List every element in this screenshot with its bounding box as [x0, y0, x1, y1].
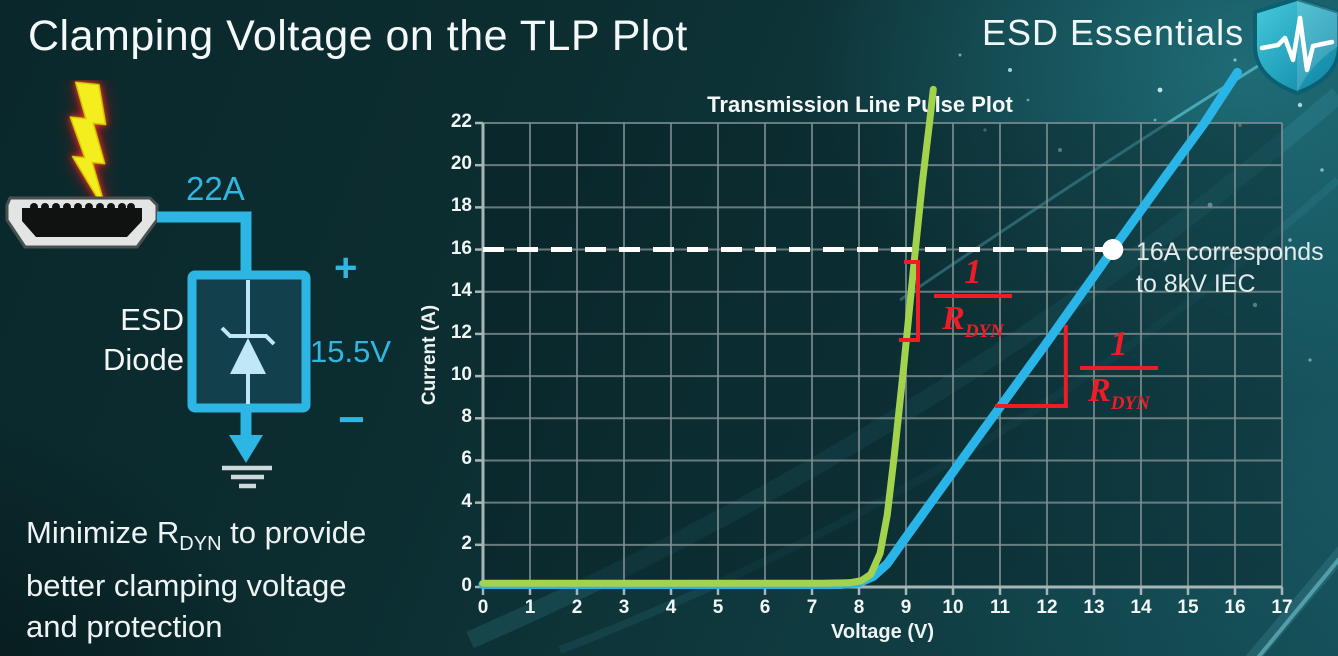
y-tick-label: 22 — [450, 111, 472, 132]
shield-logo-icon — [1253, 0, 1338, 96]
lightning-bolt-icon — [69, 81, 108, 215]
plus-terminal-label: + — [334, 246, 358, 290]
x-tick-label: 11 — [989, 597, 1011, 618]
circuit-wire — [157, 211, 252, 275]
y-tick-label: 16 — [450, 237, 472, 259]
page-title: Clamping Voltage on the TLP Plot — [28, 12, 688, 60]
esd-diode-label: ESD Diode — [60, 300, 184, 380]
x-tick-label: 2 — [571, 597, 583, 618]
corner-beam — [1256, 557, 1338, 656]
chart-title: Transmission Line Pulse Plot — [707, 92, 1013, 117]
esd-diode-label-line2: Diode — [103, 342, 184, 377]
fraction-denominator: RDYN — [942, 300, 1004, 342]
x-axis-tick-labels: 0 1 2 3 4 5 6 7 8 9 10 11 12 13 14 15 16 17 — [478, 597, 1293, 621]
green-curve-low-rdyn — [479, 85, 937, 587]
y-tick-label: 14 — [450, 279, 472, 301]
zener-diode-symbol — [220, 280, 276, 404]
fraction-numerator: 1 — [1110, 324, 1128, 363]
y-tick-label: 8 — [461, 406, 472, 428]
y-axis-tick-labels: 0 2 4 6 8 10 12 14 16 18 20 22 — [426, 111, 472, 596]
note-line-3: and protection — [26, 609, 223, 645]
rdyn-subscript: DYN — [179, 533, 222, 556]
x-tick-label: 12 — [1036, 597, 1058, 618]
ground-symbol — [222, 465, 272, 489]
y-tick-label: 6 — [461, 448, 472, 470]
surge-current-label: 22A — [186, 170, 245, 207]
x-tick-label: 8 — [853, 597, 865, 618]
x-tick-label: 0 — [477, 597, 489, 618]
marker-dot — [1102, 239, 1124, 261]
brand-name: ESD Essentials — [982, 12, 1245, 53]
y-tick-label: 12 — [450, 321, 472, 343]
fraction-denominator: RDYN — [1088, 372, 1150, 414]
x-tick-label: 1 — [524, 597, 536, 618]
x-tick-label: 10 — [942, 597, 964, 618]
esd-circuit-diagram — [5, 81, 311, 489]
x-tick-label: 4 — [665, 597, 677, 618]
clamp-voltage-label: 15.5V — [310, 334, 392, 369]
esd-diode-label-line1: ESD — [120, 302, 184, 337]
x-tick-label: 9 — [900, 597, 912, 618]
x-tick-label: 3 — [618, 597, 630, 618]
y-tick-label: 18 — [450, 195, 472, 217]
x-axis-title: Voltage (V) — [831, 621, 934, 643]
x-tick-label: 16 — [1224, 597, 1246, 618]
x-tick-label: 6 — [759, 597, 771, 618]
y-tick-label: 0 — [461, 575, 472, 596]
x-tick-label: 13 — [1083, 597, 1105, 618]
minus-terminal-label: − — [338, 393, 365, 445]
plot-area — [483, 123, 1282, 587]
note-line-2: better clamping voltage — [26, 568, 347, 604]
y-tick-label: 20 — [450, 153, 472, 175]
marker-annotation-line1: 16A corresponds — [1136, 238, 1324, 266]
swoosh-arc-faint-wide — [466, 88, 1338, 649]
rdyn-slope-fraction-blue: 1 RDYN — [1080, 324, 1158, 424]
fraction-bar — [1080, 366, 1158, 370]
ground-arrow — [229, 410, 263, 463]
tlp-plot — [475, 67, 1284, 595]
fraction-bar — [934, 294, 1012, 298]
marker-annotation: 16A corresponds to 8kV IEC — [1136, 236, 1324, 300]
hdmi-connector-icon — [5, 196, 159, 249]
x-tick-label: 7 — [806, 597, 818, 618]
marker-annotation-line2: to 8kV IEC — [1136, 270, 1256, 298]
x-tick-label: 14 — [1130, 597, 1152, 618]
x-tick-label: 15 — [1177, 597, 1199, 618]
note-line-1: Minimize RDYN to provide — [26, 515, 367, 556]
y-tick-label: 4 — [461, 490, 472, 512]
y-tick-label: 2 — [461, 532, 472, 554]
x-tick-label: 5 — [712, 597, 724, 618]
rdyn-slope-fraction-green: 1 RDYN — [934, 252, 1012, 352]
takeaway-note: Minimize RDYN to provide better clamping… — [26, 512, 366, 647]
corner-beam-glow — [1245, 546, 1338, 656]
fraction-numerator: 1 — [964, 252, 982, 291]
y-tick-label: 10 — [450, 364, 472, 386]
x-tick-label: 17 — [1271, 597, 1293, 618]
